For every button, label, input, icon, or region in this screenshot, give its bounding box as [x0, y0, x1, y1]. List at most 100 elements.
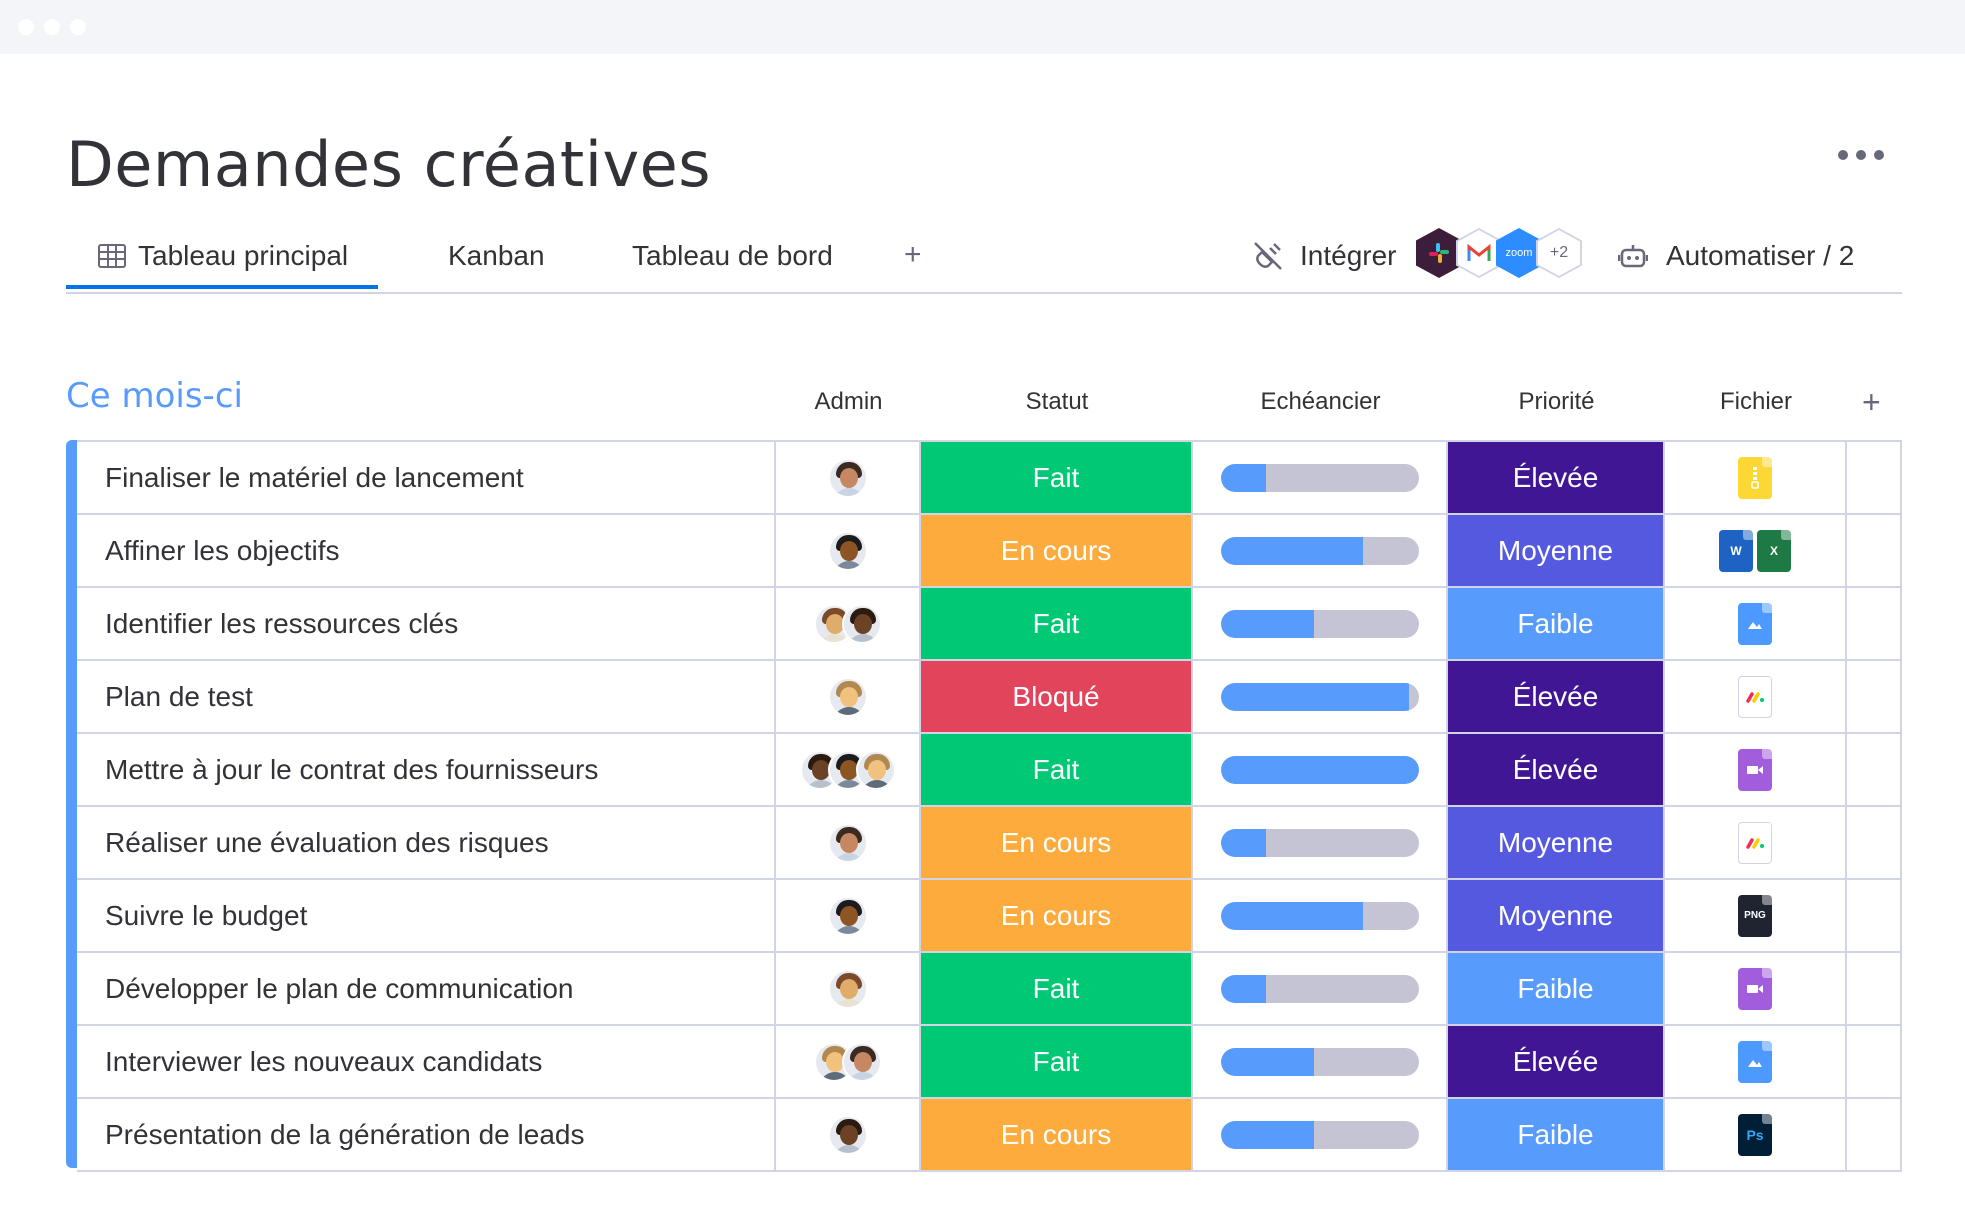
timeline-cell[interactable]	[1193, 588, 1448, 659]
item-name[interactable]: Interviewer les nouveaux candidats	[77, 1026, 776, 1097]
timeline-bar[interactable]	[1220, 974, 1419, 1003]
timeline-cell[interactable]	[1193, 807, 1448, 878]
timeline-bar[interactable]	[1220, 755, 1419, 784]
admin-cell[interactable]	[776, 880, 921, 951]
timeline-cell[interactable]	[1193, 1026, 1448, 1097]
item-name[interactable]: Réaliser une évaluation des risques	[77, 807, 776, 878]
status-label[interactable]: Fait	[921, 953, 1193, 1024]
tab-kanban[interactable]: Kanban	[448, 240, 545, 272]
admin-cell[interactable]	[776, 588, 921, 659]
excel-file-icon[interactable]: X	[1757, 529, 1791, 572]
timeline-bar[interactable]	[1220, 901, 1419, 930]
column-header-timeline[interactable]: Echéancier	[1260, 388, 1381, 415]
png-file-icon[interactable]: PNG	[1738, 894, 1772, 937]
file-cell[interactable]: Ps	[1665, 1099, 1847, 1170]
priority-label[interactable]: Élevée	[1448, 661, 1665, 732]
integration-apps[interactable]: zoom +2	[1416, 228, 1596, 280]
priority-label[interactable]: Moyenne	[1448, 807, 1665, 878]
file-cell[interactable]	[1665, 734, 1847, 805]
monday-file-icon[interactable]	[1738, 675, 1772, 718]
status-label[interactable]: Bloqué	[921, 661, 1193, 732]
admin-cell[interactable]	[776, 1026, 921, 1097]
timeline-cell[interactable]	[1193, 515, 1448, 586]
table-row[interactable]: Réaliser une évaluation des risques En co…	[77, 805, 1902, 878]
table-row[interactable]: Identifier les ressources clés Fait Faible	[77, 586, 1902, 659]
zip-file-icon[interactable]	[1738, 456, 1772, 499]
file-cell[interactable]	[1665, 1026, 1847, 1097]
table-row[interactable]: Affiner les objectifs En cours Moyenne W X	[77, 513, 1902, 586]
tab-main-table[interactable]: Tableau principal	[65, 240, 379, 289]
table-row[interactable]: Finaliser le matériel de lancement Fait Él…	[77, 440, 1902, 513]
photoshop-file-icon[interactable]: Ps	[1738, 1113, 1772, 1156]
monday-file-icon[interactable]	[1738, 821, 1772, 864]
status-label[interactable]: Fait	[921, 734, 1193, 805]
priority-label[interactable]: Faible	[1448, 588, 1665, 659]
admin-cell[interactable]	[776, 515, 921, 586]
status-label[interactable]: En cours	[921, 880, 1193, 951]
timeline-bar[interactable]	[1220, 463, 1419, 492]
timeline-cell[interactable]	[1193, 442, 1448, 513]
priority-label[interactable]: Élevée	[1448, 734, 1665, 805]
column-header-file[interactable]: Fichier	[1719, 388, 1792, 415]
more-horizontal-icon[interactable]	[1838, 150, 1884, 160]
timeline-bar[interactable]	[1220, 1047, 1419, 1076]
priority-label[interactable]: Élevée	[1448, 1026, 1665, 1097]
add-column-button[interactable]: +	[1862, 384, 1881, 420]
timeline-bar[interactable]	[1220, 536, 1419, 565]
table-row[interactable]: Développer le plan de communication Fait F…	[77, 951, 1902, 1024]
timeline-cell[interactable]	[1193, 880, 1448, 951]
admin-cell[interactable]	[776, 442, 921, 513]
group-title[interactable]: Ce mois-ci	[66, 376, 243, 416]
file-cell[interactable]	[1665, 588, 1847, 659]
admin-cell[interactable]	[776, 734, 921, 805]
item-name[interactable]: Présentation de la génération de leads	[77, 1099, 776, 1170]
timeline-bar[interactable]	[1220, 828, 1419, 857]
automate-button[interactable]: Automatiser / 2	[1618, 240, 1854, 272]
status-label[interactable]: En cours	[921, 807, 1193, 878]
tab-dashboard[interactable]: Tableau de bord	[632, 240, 833, 272]
table-row[interactable]: Présentation de la génération de leads En…	[77, 1097, 1902, 1172]
file-cell[interactable]	[1665, 661, 1847, 732]
status-label[interactable]: Fait	[921, 442, 1193, 513]
timeline-cell[interactable]	[1193, 734, 1448, 805]
image-file-icon[interactable]	[1738, 1040, 1772, 1083]
integrate-button[interactable]: Intégrer	[1252, 240, 1397, 272]
add-view-button[interactable]: +	[904, 238, 922, 271]
priority-label[interactable]: Faible	[1448, 1099, 1665, 1170]
video-file-icon[interactable]	[1738, 967, 1772, 1010]
status-label[interactable]: En cours	[921, 1099, 1193, 1170]
priority-label[interactable]: Moyenne	[1448, 880, 1665, 951]
file-cell[interactable]	[1665, 807, 1847, 878]
video-file-icon[interactable]	[1738, 748, 1772, 791]
timeline-cell[interactable]	[1193, 661, 1448, 732]
item-name[interactable]: Suivre le budget	[77, 880, 776, 951]
admin-cell[interactable]	[776, 953, 921, 1024]
status-label[interactable]: Fait	[921, 1026, 1193, 1097]
item-name[interactable]: Plan de test	[77, 661, 776, 732]
column-header-priority[interactable]: Priorité	[1518, 388, 1595, 415]
table-row[interactable]: Plan de test Bloqué Élevée	[77, 659, 1902, 732]
status-label[interactable]: En cours	[921, 515, 1193, 586]
word-file-icon[interactable]: W	[1719, 529, 1753, 572]
priority-label[interactable]: Élevée	[1448, 442, 1665, 513]
column-header-status[interactable]: Statut	[1025, 388, 1089, 415]
admin-cell[interactable]	[776, 661, 921, 732]
timeline-bar[interactable]	[1220, 682, 1419, 711]
timeline-bar[interactable]	[1220, 609, 1419, 638]
file-cell[interactable]	[1665, 953, 1847, 1024]
priority-label[interactable]: Faible	[1448, 953, 1665, 1024]
admin-cell[interactable]	[776, 807, 921, 878]
priority-label[interactable]: Moyenne	[1448, 515, 1665, 586]
table-row[interactable]: Suivre le budget En cours Moyenne PNG	[77, 878, 1902, 951]
status-label[interactable]: Fait	[921, 588, 1193, 659]
file-cell[interactable]: PNG	[1665, 880, 1847, 951]
timeline-cell[interactable]	[1193, 953, 1448, 1024]
table-row[interactable]: Interviewer les nouveaux candidats Fait Él…	[77, 1024, 1902, 1097]
timeline-cell[interactable]	[1193, 1099, 1448, 1170]
item-name[interactable]: Affiner les objectifs	[77, 515, 776, 586]
item-name[interactable]: Finaliser le matériel de lancement	[77, 442, 776, 513]
item-name[interactable]: Mettre à jour le contrat des fournisseur…	[77, 734, 776, 805]
image-file-icon[interactable]	[1738, 602, 1772, 645]
timeline-bar[interactable]	[1220, 1120, 1419, 1149]
